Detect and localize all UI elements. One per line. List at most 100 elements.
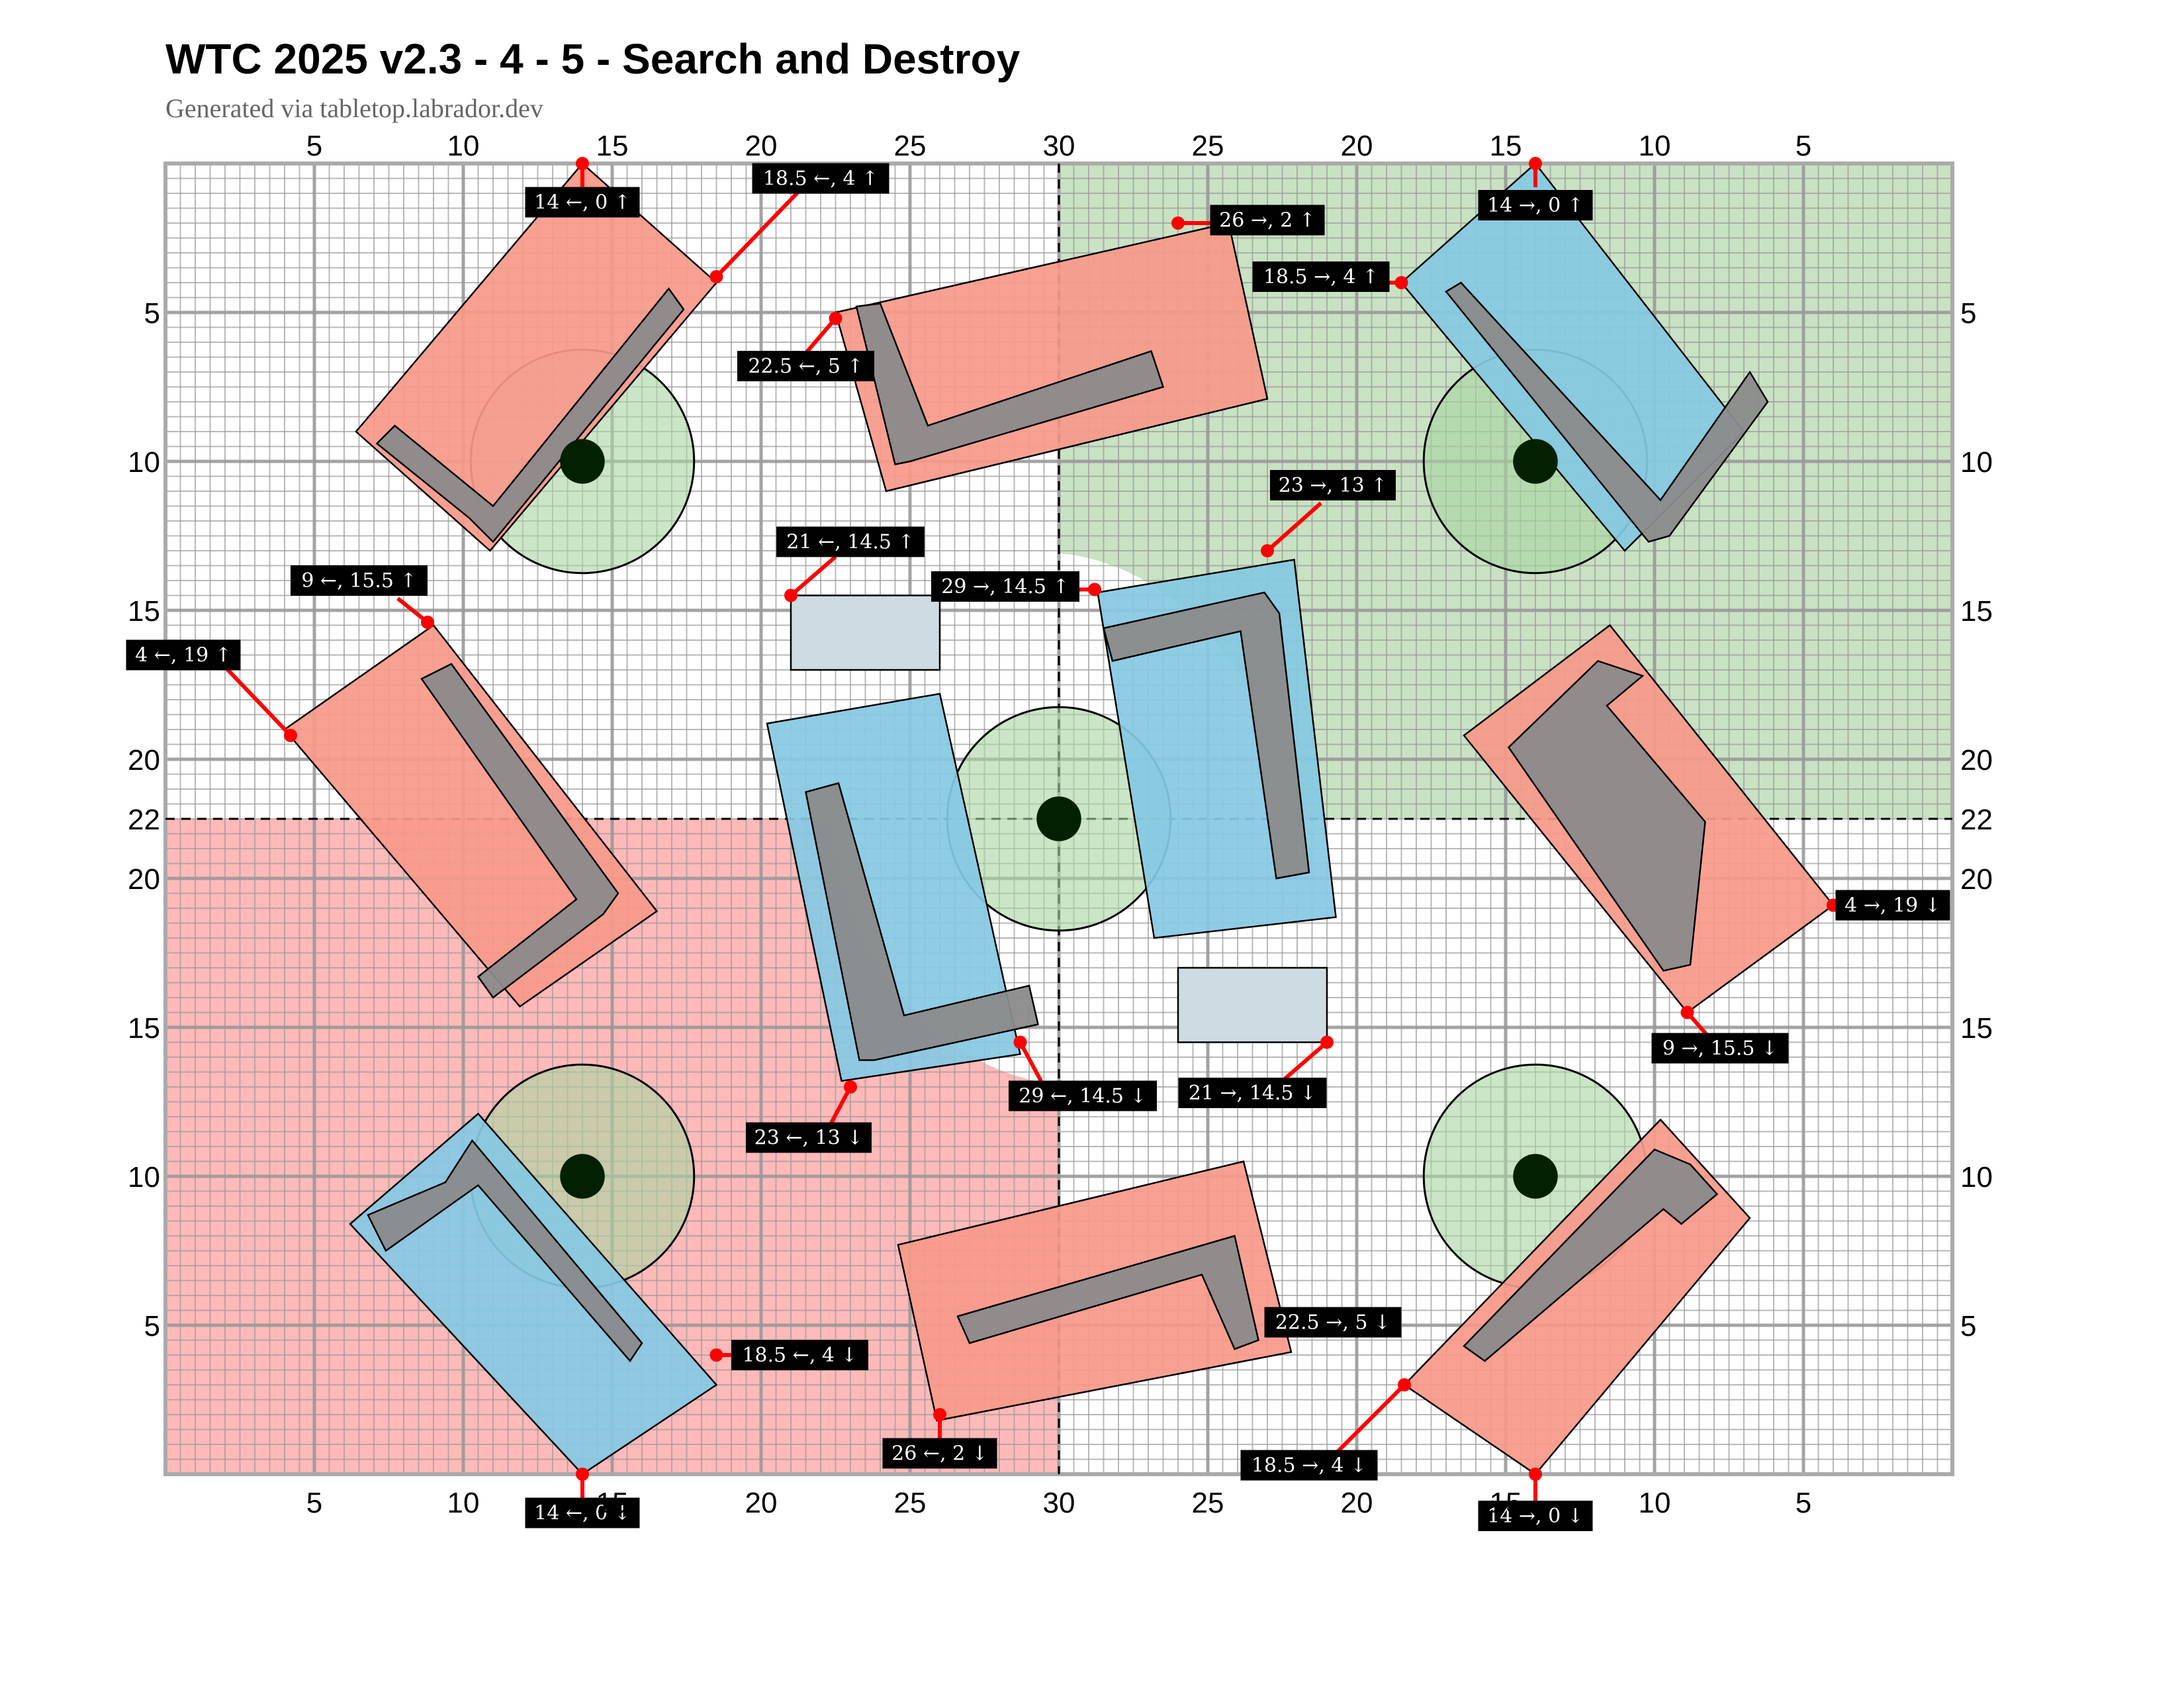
measurement-label-box — [1478, 190, 1593, 220]
measurement-line — [1281, 1041, 1328, 1083]
measurement-point — [284, 729, 297, 742]
measurement: 14 ←, 0 ↑ — [525, 157, 640, 218]
measurement-label-box — [1264, 1307, 1402, 1338]
measurement-label-box — [126, 639, 241, 671]
ruin-wall — [367, 1139, 643, 1363]
measurement-line — [1331, 1383, 1406, 1458]
measurement-label-box — [1651, 1033, 1789, 1064]
measurement-label-box — [1009, 1080, 1157, 1111]
measurement: 9 →, 15.5 ↓ — [1651, 1006, 1789, 1064]
axis-tick-top: 30 — [1043, 130, 1075, 162]
measurement-label: 18.5 ←, 4 ↑ — [763, 167, 878, 191]
axis-tick-left: 10 — [128, 446, 160, 479]
measurement-point — [1398, 1378, 1411, 1391]
crate-terrain — [790, 594, 941, 671]
measurement-point — [709, 1348, 723, 1362]
measurement-label: 26 →, 2 ↑ — [1219, 209, 1316, 232]
axis-tick-right: 15 — [1960, 1012, 1993, 1045]
measurement-point — [844, 1080, 857, 1094]
axis-tick-top: 5 — [1796, 130, 1811, 162]
axis-tick-left: 5 — [144, 1310, 160, 1342]
measurement-label-box — [1270, 470, 1396, 500]
axis-tick-bottom: 25 — [1192, 1487, 1224, 1519]
measurement-point — [784, 588, 797, 602]
objective-marker — [560, 1154, 605, 1199]
axis-tick-bottom: 25 — [894, 1487, 927, 1519]
ruin-wall — [420, 663, 619, 999]
measurement-label: 21 ←, 14.5 ↑ — [786, 531, 914, 554]
measurement: 4 →, 19 ↓ — [1827, 890, 1950, 921]
measurement: 21 ←, 14.5 ↑ — [776, 526, 925, 602]
measurement-point — [709, 270, 723, 283]
axis-tick-bottom: 30 — [1043, 1487, 1075, 1519]
axis-tick-bottom: 20 — [1341, 1487, 1373, 1519]
measurement-point — [1261, 544, 1274, 557]
measurement-label: 18.5 →, 4 ↑ — [1263, 265, 1379, 289]
axis-tick-right: 20 — [1960, 863, 1993, 896]
measurement-point — [1680, 1006, 1694, 1019]
measurement-label-box — [1252, 261, 1390, 292]
axis-tick-top: 25 — [1192, 130, 1224, 162]
measurement: 26 ←, 2 ↓ — [882, 1408, 997, 1469]
axis-tick-bottom: 10 — [447, 1487, 480, 1519]
measurement-label: 14 ←, 0 ↑ — [534, 191, 631, 214]
red-ruin-footprint — [355, 162, 718, 552]
axis-tick-top: 10 — [1639, 130, 1671, 162]
measurement-label: 14 →, 0 ↑ — [1487, 194, 1584, 217]
measurement-label: 26 ←, 2 ↓ — [891, 1442, 988, 1466]
axis-tick-right: 10 — [1960, 1161, 1993, 1194]
measurement-point — [576, 1468, 589, 1481]
measurement-point — [1320, 1035, 1334, 1049]
axis-tick-top: 20 — [745, 130, 778, 162]
measurement-label: 23 ←, 13 ↓ — [754, 1127, 864, 1150]
measurement-point — [1088, 583, 1101, 596]
ruin-wall — [1102, 591, 1310, 880]
axis-tick-bottom: 10 — [1639, 1487, 1671, 1519]
measurement-label-box — [931, 571, 1079, 602]
measurement-point — [576, 157, 589, 170]
measurement-label: 4 →, 19 ↓ — [1844, 894, 1941, 917]
measurement-label: 29 →, 14.5 ↑ — [941, 575, 1069, 598]
measurement-label: 4 ←, 19 ↑ — [135, 644, 232, 667]
blue-ruin-footprint — [1400, 162, 1745, 552]
axis-tick-top: 5 — [306, 130, 322, 162]
measurement: 14 →, 0 ↑ — [1478, 157, 1593, 220]
measurement: 22.5 →, 5 ↓ — [1264, 1307, 1402, 1338]
measurement-label-box — [752, 163, 889, 194]
measurement-label-box — [1210, 205, 1325, 236]
page-subtitle: Generated via tabletop.labrador.dev — [165, 93, 543, 123]
measurement-label-box — [525, 1497, 640, 1528]
measurement-line — [715, 189, 801, 279]
measurement: 22.5 ←, 5 ↑ — [737, 312, 874, 381]
ruin-wall — [375, 287, 685, 543]
measurement-point — [1013, 1035, 1027, 1049]
measurement-label-box — [1178, 1078, 1327, 1108]
measurement-point — [1529, 1468, 1542, 1481]
measurement-label-box — [1478, 1501, 1593, 1531]
measurement-label: 14 ←, 0 ↓ — [534, 1502, 631, 1525]
ruin-wall — [1445, 281, 1769, 543]
measurement-label: 18.5 ←, 4 ↓ — [742, 1344, 857, 1367]
measurement-label: 9 →, 15.5 ↓ — [1662, 1037, 1778, 1060]
measurement: 9 ←, 15.5 ↑ — [291, 565, 434, 629]
measurement-point — [421, 616, 434, 629]
measurement-label: 14 →, 0 ↓ — [1487, 1505, 1584, 1528]
measurement-point — [933, 1408, 946, 1421]
measurement-label: 21 →, 14.5 ↓ — [1189, 1082, 1316, 1105]
measurement-label: 23 →, 13 ↑ — [1279, 474, 1388, 497]
measurement: 4 ←, 19 ↑ — [126, 639, 297, 742]
measurement-label: 29 ←, 14.5 ↓ — [1019, 1085, 1146, 1108]
measurement-label-box — [737, 351, 874, 381]
measurement-label: 22.5 ←, 5 ↑ — [748, 355, 863, 378]
objective-marker — [560, 439, 605, 484]
axis-tick-right: 10 — [1960, 446, 1993, 479]
axis-tick-bottom: 15 — [1490, 1487, 1522, 1519]
axis-tick-right: 5 — [1960, 297, 1976, 330]
measurement-label-box — [882, 1438, 997, 1469]
measurement: 21 →, 14.5 ↓ — [1178, 1035, 1334, 1108]
axis-tick-left: 15 — [128, 595, 160, 628]
axis-tick-bottom: 5 — [1796, 1487, 1811, 1519]
ruin-wall — [855, 303, 1165, 465]
axis-tick-left: 22 — [128, 804, 160, 836]
